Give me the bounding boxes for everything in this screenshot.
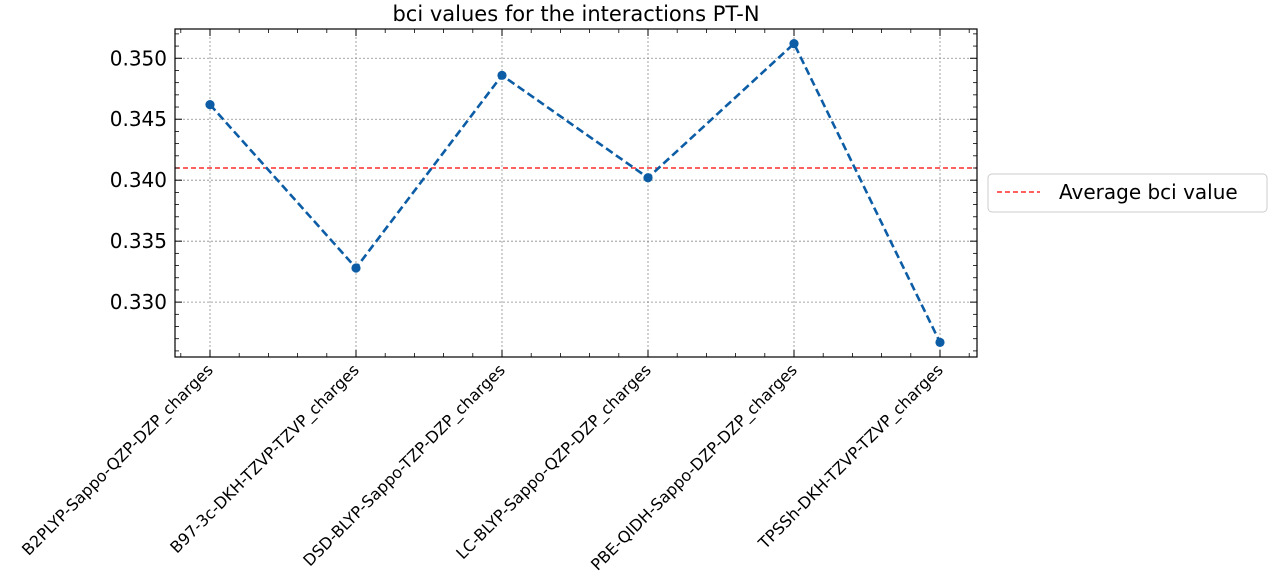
y-tick-labels: 0.330 0.335 0.340 0.345 0.350 xyxy=(110,46,167,314)
data-point xyxy=(351,263,361,273)
y-tick-label: 0.350 xyxy=(110,46,167,70)
series xyxy=(205,39,945,347)
data-point xyxy=(205,99,215,110)
legend-box xyxy=(987,173,1268,213)
x-tick-labels: B2PLYP-Sappo-QZP-DZP_chargesB97-3c-DKH-T… xyxy=(18,360,947,574)
y-tick-label: 0.345 xyxy=(110,107,167,131)
y-tick-label: 0.340 xyxy=(110,168,167,192)
y-tick-label: 0.335 xyxy=(110,229,167,253)
legend: Average bci value xyxy=(987,173,1268,213)
series-line xyxy=(209,41,942,343)
axes xyxy=(174,28,978,358)
y-tick-label: 0.330 xyxy=(110,290,167,314)
plot-frame xyxy=(174,28,978,358)
data-point xyxy=(497,70,507,80)
data-point xyxy=(789,39,799,49)
grid xyxy=(175,29,977,357)
legend-label: Average bci value xyxy=(1059,180,1238,204)
data-point xyxy=(643,173,653,183)
data-point xyxy=(935,337,945,347)
chart-title: bci values for the interactions PT-N xyxy=(392,2,759,26)
